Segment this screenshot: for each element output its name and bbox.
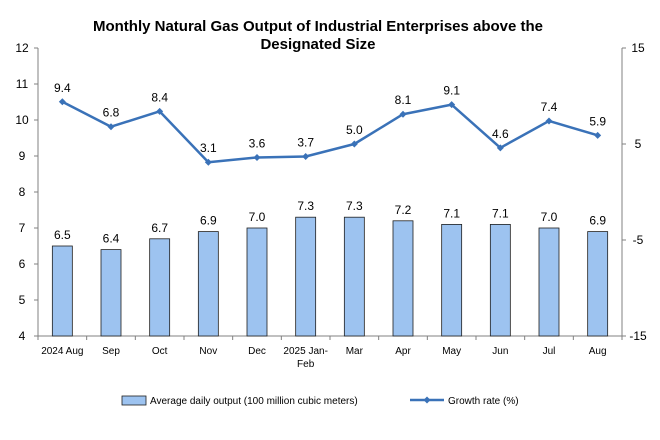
- right-tick-label: -5: [633, 233, 644, 247]
- legend-bar-swatch: [121, 395, 147, 406]
- legend-line-marker: [423, 396, 431, 404]
- x-tick-label: Oct: [152, 346, 168, 357]
- left-tick-label: 11: [16, 77, 29, 91]
- x-tick-label: Mar: [346, 346, 364, 357]
- bars: [51, 216, 609, 337]
- bar: [392, 220, 414, 337]
- bar: [246, 227, 268, 337]
- right-tick-label: -15: [629, 329, 647, 343]
- bar-value-label: 6.7: [151, 221, 168, 235]
- bar-value-label: 6.9: [589, 214, 606, 228]
- bar: [295, 216, 317, 337]
- growth-value-label: 3.6: [249, 136, 266, 150]
- bar-value-label: 6.9: [200, 214, 217, 228]
- left-tick-label: 5: [19, 293, 26, 307]
- growth-point: [302, 152, 310, 160]
- x-tick-label: May: [442, 346, 461, 357]
- growth-value-label: 8.1: [395, 93, 412, 107]
- x-tick-label: Nov: [199, 346, 217, 357]
- bar: [51, 245, 73, 337]
- legend-line-label: Growth rate (%): [448, 396, 519, 407]
- growth-value-label: 7.4: [541, 100, 558, 114]
- bar-value-label: 7.3: [346, 199, 363, 213]
- growth-value-label: 9.1: [443, 84, 460, 98]
- left-tick-label: 7: [19, 221, 26, 235]
- left-tick-label: 10: [15, 113, 29, 127]
- data-labels: 6.5 6.4 6.7 6.9 7.0 7.3 7.3 7.2 7.1 7.1 7.0 6.9 9.4 6…: [54, 81, 606, 246]
- bar-value-label: 7.1: [492, 206, 509, 220]
- x-tick-label: Jun: [492, 346, 508, 357]
- bar-value-label: 7.3: [297, 199, 314, 213]
- left-tick-label: 12: [15, 41, 29, 55]
- x-tick-label: 2024 Aug: [41, 346, 83, 357]
- bar: [149, 238, 171, 337]
- bar: [343, 216, 365, 337]
- left-tick-label: 9: [19, 149, 26, 163]
- left-tick-label: 6: [19, 257, 26, 271]
- x-tick-label: Sep: [102, 346, 120, 357]
- bar-value-label: 7.0: [249, 210, 266, 224]
- growth-point: [545, 117, 553, 125]
- axes: 4 5 6 7 8 9 10 11 12 -15 -5 5 15 2024 Aug Sep Oct Nov Dec…: [15, 41, 647, 370]
- growth-point: [107, 123, 115, 131]
- chart-title-line-2: Designated Size: [260, 36, 375, 53]
- left-tick-label: 8: [19, 185, 26, 199]
- bar: [197, 231, 219, 337]
- legend: Average daily output (100 million cubic …: [121, 395, 519, 407]
- growth-value-label: 4.6: [492, 127, 509, 141]
- bar-value-label: 6.5: [54, 228, 71, 242]
- bar: [587, 231, 609, 337]
- growth-value-label: 3.1: [200, 141, 217, 155]
- growth-point: [156, 107, 164, 115]
- growth-point: [448, 101, 456, 109]
- x-tick-label: Jul: [543, 346, 556, 357]
- growth-point: [204, 158, 212, 166]
- growth-point: [350, 140, 358, 148]
- left-tick-label: 4: [19, 329, 26, 343]
- bar: [489, 223, 511, 337]
- right-tick-label: 5: [635, 137, 642, 151]
- growth-point: [399, 110, 407, 118]
- growth-value-label: 8.4: [151, 90, 168, 104]
- growth-line: [58, 98, 602, 166]
- growth-point: [594, 131, 602, 139]
- chart-title-line-1: Monthly Natural Gas Output of Industrial…: [93, 18, 543, 35]
- bar: [441, 223, 463, 337]
- x-tick-label: Feb: [297, 359, 315, 370]
- growth-point: [253, 153, 261, 161]
- right-tick-label: 15: [631, 41, 645, 55]
- bar-value-label: 7.0: [541, 210, 558, 224]
- growth-value-label: 9.4: [54, 81, 71, 95]
- growth-value-label: 5.9: [589, 114, 606, 128]
- bar-value-label: 7.1: [443, 206, 460, 220]
- bar-value-label: 6.4: [103, 232, 120, 246]
- bar: [100, 249, 122, 337]
- growth-value-label: 5.0: [346, 123, 363, 137]
- x-tick-label: Aug: [589, 346, 607, 357]
- bar-value-label: 7.2: [395, 203, 412, 217]
- growth-point: [58, 98, 66, 106]
- x-tick-label: Apr: [395, 346, 411, 357]
- legend-bar-label: Average daily output (100 million cubic …: [150, 396, 358, 407]
- bar: [538, 227, 560, 337]
- growth-value-label: 6.8: [103, 106, 120, 120]
- growth-value-label: 3.7: [297, 135, 314, 149]
- growth-line-path: [61, 100, 599, 164]
- x-tick-label: Dec: [248, 346, 266, 357]
- x-tick-label: 2025 Jan-: [283, 346, 327, 357]
- growth-point: [496, 144, 504, 152]
